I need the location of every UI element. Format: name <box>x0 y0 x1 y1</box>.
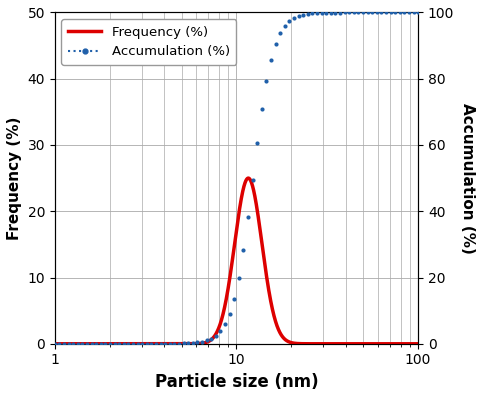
Frequency (%) <box>115 341 120 346</box>
Accumulation (%) <box>115 341 120 346</box>
X-axis label: Particle size (nm): Particle size (nm) <box>155 373 318 391</box>
Frequency (%) <box>369 341 375 346</box>
Legend: Frequency (%), Accumulation (%): Frequency (%), Accumulation (%) <box>61 19 236 65</box>
Y-axis label: Accumulation (%): Accumulation (%) <box>460 103 475 254</box>
Frequency (%) <box>245 176 251 181</box>
Accumulation (%) <box>52 341 58 346</box>
Frequency (%) <box>191 341 197 346</box>
Y-axis label: Frequency (%): Frequency (%) <box>7 117 22 240</box>
Accumulation (%) <box>207 337 213 341</box>
Accumulation (%) <box>415 10 421 15</box>
Accumulation (%) <box>408 10 414 15</box>
Frequency (%) <box>207 338 213 343</box>
Frequency (%) <box>52 341 58 346</box>
Accumulation (%) <box>191 340 197 345</box>
Line: Accumulation (%): Accumulation (%) <box>55 12 418 344</box>
Line: Frequency (%): Frequency (%) <box>55 178 418 344</box>
Accumulation (%) <box>94 341 99 346</box>
Accumulation (%) <box>369 10 375 15</box>
Frequency (%) <box>415 341 421 346</box>
Frequency (%) <box>408 341 414 346</box>
Frequency (%) <box>94 341 99 346</box>
